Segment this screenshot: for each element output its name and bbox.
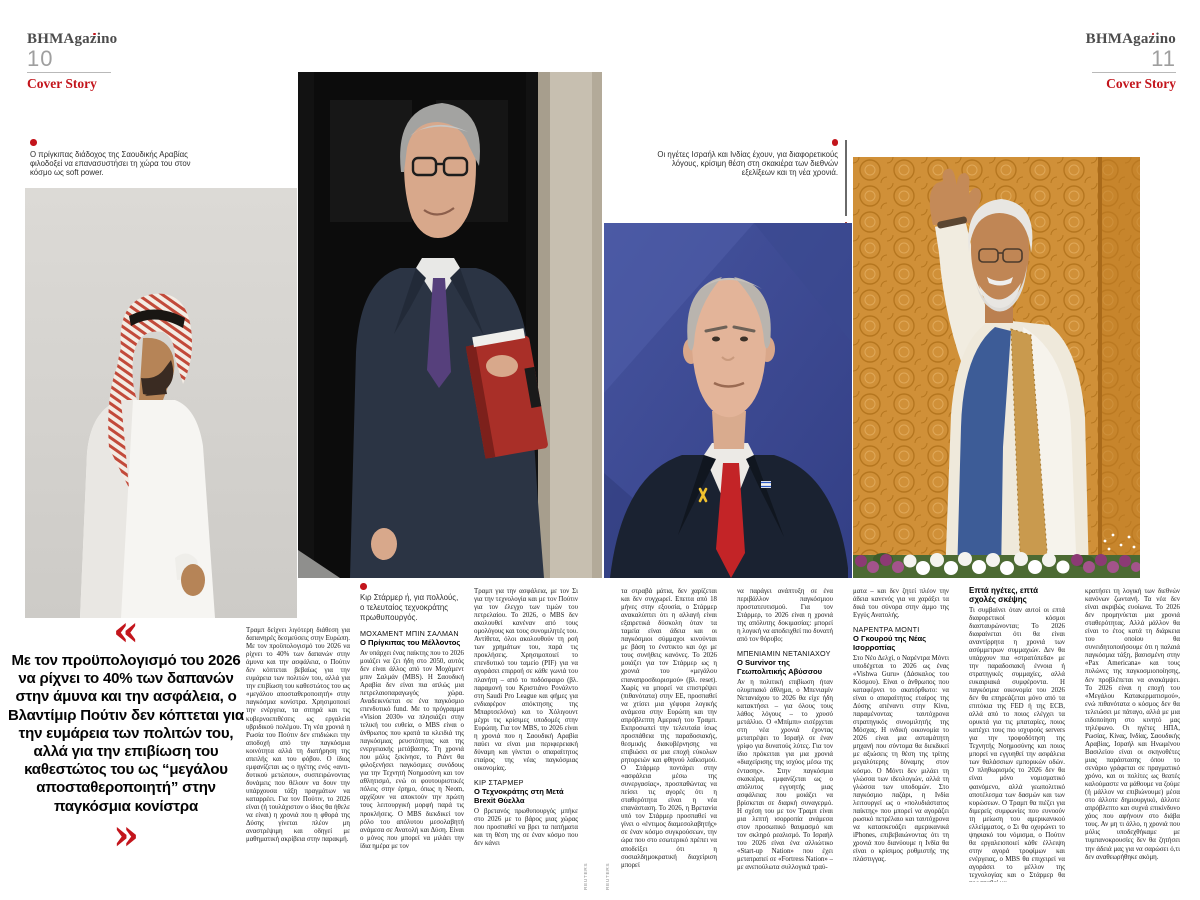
magazine-logo: BHMAgazino bbox=[27, 31, 118, 47]
article-kicker-starmer: ΚΙΡ ΣΤΑΡΜΕΡ bbox=[474, 778, 524, 788]
article-title-mbs: Ο Πρίγκιπας του Μέλλοντος bbox=[360, 637, 461, 647]
page-number-left: 10 bbox=[27, 46, 54, 71]
body-text: Αν η πολιτική επιβίωση ήταν ολυμπιακό άθ… bbox=[737, 679, 833, 872]
text-column-7: Επτά ηγέτες, επτά σχολές σκέψης Τι συμβα… bbox=[969, 586, 1065, 882]
photo-credit: REUTERS bbox=[606, 862, 611, 890]
starmer-portrait-illustration bbox=[298, 72, 602, 578]
page-number-rule-left bbox=[27, 72, 111, 73]
body-text: ματα – και δεν ζητεί πλέον την άδεια καν… bbox=[853, 588, 949, 620]
section-label-right: Cover Story bbox=[1106, 76, 1176, 91]
magazine-logo: BHMAgazino bbox=[1085, 31, 1176, 47]
red-dot-icon bbox=[30, 139, 37, 146]
article-title-starmer: Ο Τεχνοκράτης στη Μετά Brexit Θύελλα bbox=[474, 787, 564, 805]
starmer-photo bbox=[298, 72, 602, 578]
logo-red-dot-icon bbox=[93, 32, 96, 36]
modi-photo bbox=[853, 157, 1140, 578]
mbs-photo bbox=[25, 188, 297, 618]
article-title-modi: Ο Γκουρού της Νέας Ισορροπίας bbox=[853, 634, 927, 652]
yellow-ribbon-pin-icon bbox=[698, 487, 708, 503]
caption-text: Κιρ Στάρμερ ή, για πολλούς, ο τελευταίος… bbox=[360, 592, 459, 622]
pull-quote: « Με τον προϋπολογισμό του 2026 να ρίχνε… bbox=[8, 606, 244, 859]
close-quote-icon: » bbox=[112, 809, 140, 859]
photo-credit: REUTERS bbox=[584, 862, 589, 890]
text-column-2: Κιρ Στάρμερ ή, για πολλούς, ο τελευταίος… bbox=[360, 583, 464, 865]
body-text: Στο Νέο Δελχί, ο Ναρέντρα Μόντι υποδέχετ… bbox=[853, 654, 949, 864]
logo-red-dot-icon bbox=[1151, 32, 1155, 36]
modi-portrait-illustration bbox=[853, 157, 1140, 578]
body-text: Τραμπ δείχνει λιγότερη διάθεση για δαπαν… bbox=[246, 627, 350, 844]
text-column-6: ματα – και δεν ζητεί πλέον την άδεια καν… bbox=[853, 588, 949, 882]
pull-quote-text: Με τον προϋπολογισμό του 2026 να ρίχνει … bbox=[8, 652, 244, 815]
body-text: τα στραβά μάτια, δεν χαρίζεται και δεν σ… bbox=[621, 588, 717, 869]
page-number-rule-right bbox=[1092, 72, 1176, 73]
body-text: Ο βρετανός πρωθυπουργός μπήκε στο 2026 μ… bbox=[474, 807, 578, 847]
masthead-left: BHMAgazino bbox=[27, 30, 117, 48]
caption-leaders: Οι ηγέτες Ισραήλ και Ινδίας έχουν, για δ… bbox=[638, 139, 838, 177]
body-text: Τι συμβαίνει όταν αυτοί οι επτά διαφορετ… bbox=[969, 606, 1065, 883]
israel-flag-pin-icon bbox=[761, 481, 771, 488]
text-column-4: τα στραβά μάτια, δεν χαρίζεται και δεν σ… bbox=[621, 588, 717, 882]
body-text: να παράγει ανάπτυξη σε ένα περιβάλλον πα… bbox=[737, 588, 833, 644]
netanyahu-photo bbox=[604, 223, 852, 578]
red-dot-icon bbox=[360, 583, 367, 590]
caption-rule bbox=[845, 140, 847, 216]
open-quote-icon: « bbox=[112, 606, 140, 655]
caption-starmer: Κιρ Στάρμερ ή, για πολλούς, ο τελευταίος… bbox=[360, 583, 464, 623]
article-kicker-mbs: ΜΟΧΑΜΕΝΤ ΜΠΙΝ ΣΑΛΜΑΝ bbox=[360, 628, 459, 638]
mbs-portrait-illustration bbox=[25, 188, 297, 618]
text-column-8: κρατήσει τη λογική των διεθνών κανόνων ζ… bbox=[1085, 588, 1180, 882]
body-text: κρατήσει τη λογική των διεθνών κανόνων ζ… bbox=[1085, 588, 1180, 861]
body-text: Αν υπάρχει ένας παίκτης που το 2026 μοιά… bbox=[360, 649, 464, 850]
section-label-left: Cover Story bbox=[27, 76, 97, 91]
masthead-right: BHMAgazino bbox=[1086, 30, 1176, 48]
text-column-1: Τραμπ δείχνει λιγότερη διάθεση για δαπαν… bbox=[246, 627, 350, 860]
article-kicker-netanyahu: ΜΠΕΝΙΑΜΙΝ ΝΕΤΑΝΙΑΧΟΥ bbox=[737, 649, 831, 659]
article-title-netanyahu: Ο Survivor της Γεωπολιτικής Αβύσσου bbox=[737, 658, 823, 676]
flower-garland bbox=[853, 533, 1140, 578]
text-column-3: Τραμπ για την ασφάλεια, με τον Σι για τη… bbox=[474, 588, 578, 868]
netanyahu-portrait-illustration bbox=[604, 223, 852, 578]
page-number-right: 11 bbox=[1151, 46, 1176, 71]
article-title-seven-leaders: Επτά ηγέτες, επτά σχολές σκέψης bbox=[969, 586, 1039, 604]
article-kicker-modi: ΝΑΡΕΝΤΡΑ ΜΟΝΤΙ bbox=[853, 625, 920, 635]
caption-mbs: Ο πρίγκιπας διάδοχος της Σαουδικής Αραβί… bbox=[30, 139, 208, 177]
caption-text: Ο πρίγκιπας διάδοχος της Σαουδικής Αραβί… bbox=[30, 149, 191, 178]
text-column-5: να παράγει ανάπτυξη σε ένα περιβάλλον πα… bbox=[737, 588, 833, 882]
red-dot-icon bbox=[831, 139, 838, 146]
caption-text: Οι ηγέτες Ισραήλ και Ινδίας έχουν, για δ… bbox=[657, 149, 838, 178]
body-text: Τραμπ για την ασφάλεια, με τον Σι για τη… bbox=[474, 588, 578, 773]
